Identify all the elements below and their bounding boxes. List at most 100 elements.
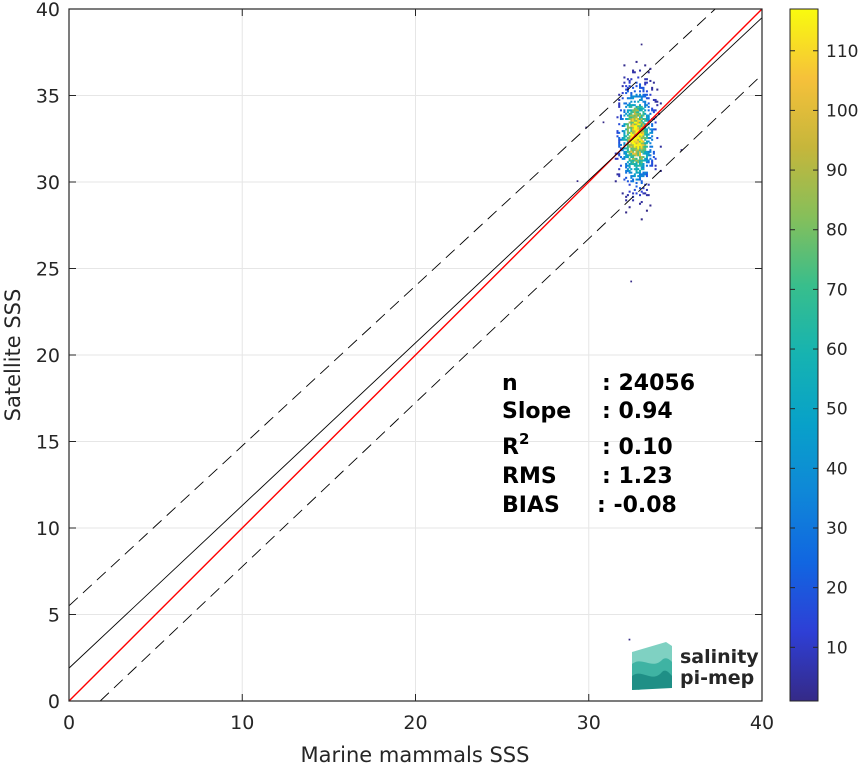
density-cell bbox=[654, 168, 657, 171]
density-cell bbox=[626, 124, 629, 127]
density-cell bbox=[626, 169, 629, 172]
density-cell bbox=[640, 166, 643, 169]
density-cell bbox=[649, 79, 652, 82]
density-cell bbox=[630, 124, 633, 127]
colorbar-tick-label: 100 bbox=[826, 101, 858, 121]
density-cell bbox=[616, 116, 619, 119]
density-cell bbox=[637, 121, 640, 124]
density-cell bbox=[630, 156, 633, 159]
density-cell bbox=[635, 112, 638, 115]
density-cell bbox=[638, 121, 642, 124]
density-cell bbox=[625, 164, 628, 167]
density-cell bbox=[642, 123, 645, 126]
density-cell bbox=[642, 164, 645, 167]
density-cell bbox=[635, 130, 638, 133]
colorbar-tick-label: 20 bbox=[826, 579, 848, 599]
density-cell bbox=[647, 71, 650, 74]
density-cell bbox=[637, 147, 640, 150]
regression-line bbox=[68, 17, 763, 669]
density-cell bbox=[656, 100, 659, 103]
density-cell bbox=[645, 209, 648, 212]
colorbar-tick-label: 110 bbox=[826, 42, 858, 62]
density-cell bbox=[633, 123, 636, 126]
density-cell bbox=[635, 119, 638, 122]
density-cell bbox=[638, 135, 642, 138]
density-cell bbox=[638, 143, 642, 146]
density-cell bbox=[642, 168, 645, 171]
density-cell bbox=[626, 111, 629, 114]
x-tick-label: 30 bbox=[577, 712, 601, 734]
density-cell bbox=[644, 109, 647, 112]
density-cell bbox=[585, 126, 588, 129]
density-cell bbox=[618, 131, 621, 134]
density-cell bbox=[647, 102, 650, 105]
density-cell bbox=[628, 138, 631, 141]
density-cell bbox=[633, 188, 636, 191]
density-cell bbox=[625, 128, 628, 131]
density-cell bbox=[623, 64, 626, 67]
density-cell bbox=[635, 131, 638, 134]
density-cell bbox=[626, 133, 629, 136]
density-cell bbox=[647, 117, 650, 121]
density-cell bbox=[635, 145, 638, 148]
density-cell bbox=[638, 69, 642, 72]
density-cell bbox=[618, 142, 621, 145]
density-cell bbox=[644, 93, 647, 96]
density-cell bbox=[618, 93, 621, 96]
density-cell bbox=[635, 159, 638, 162]
stat-rms-label: RMS bbox=[502, 464, 557, 489]
density-cell bbox=[638, 194, 642, 197]
density-cell bbox=[635, 169, 638, 172]
stat-n-value: : 24056 bbox=[602, 371, 695, 396]
density-cell bbox=[626, 180, 629, 183]
density-cell bbox=[635, 124, 638, 127]
density-cell bbox=[630, 145, 633, 148]
density-cell bbox=[626, 97, 629, 100]
density-cell bbox=[630, 159, 633, 162]
density-cell bbox=[635, 137, 638, 140]
density-cell bbox=[630, 128, 633, 131]
density-cell bbox=[642, 140, 645, 143]
density-cell bbox=[638, 171, 642, 174]
density-cell bbox=[640, 121, 643, 124]
density-cell bbox=[633, 130, 636, 133]
density-cell bbox=[628, 135, 631, 138]
density-cell bbox=[645, 104, 648, 107]
x-tick-label: 40 bbox=[750, 712, 774, 734]
density-cell bbox=[644, 130, 647, 133]
density-cell bbox=[623, 81, 626, 84]
density-cell bbox=[632, 152, 635, 155]
density-cell bbox=[630, 78, 633, 81]
density-cell bbox=[647, 159, 650, 162]
density-cell bbox=[645, 164, 648, 167]
density-cell bbox=[623, 178, 626, 181]
density-cell bbox=[638, 164, 642, 167]
density-cell bbox=[644, 157, 647, 160]
density-cell bbox=[640, 137, 643, 140]
density-cell bbox=[645, 78, 648, 81]
density-cell bbox=[645, 157, 648, 160]
density-cell bbox=[640, 201, 643, 204]
density-cell bbox=[644, 123, 647, 126]
density-cell bbox=[645, 188, 648, 191]
density-cell bbox=[628, 171, 631, 174]
density-cell bbox=[637, 161, 640, 164]
density-cell bbox=[649, 93, 652, 96]
density-cell bbox=[640, 117, 643, 121]
density-cell bbox=[616, 173, 619, 176]
density-cell bbox=[628, 145, 631, 148]
density-cell bbox=[644, 147, 647, 150]
density-cell bbox=[632, 138, 635, 141]
density-cell bbox=[623, 142, 626, 145]
density-cell bbox=[632, 111, 635, 114]
density-cell bbox=[635, 93, 638, 96]
density-cell bbox=[628, 114, 631, 117]
density-cell bbox=[644, 192, 647, 195]
density-cell bbox=[632, 145, 635, 148]
density-cell bbox=[638, 124, 642, 127]
density-cell bbox=[638, 154, 642, 157]
density-cell bbox=[638, 173, 642, 176]
density-cell bbox=[621, 117, 624, 121]
density-cell bbox=[651, 124, 654, 127]
density-cell bbox=[630, 97, 633, 100]
